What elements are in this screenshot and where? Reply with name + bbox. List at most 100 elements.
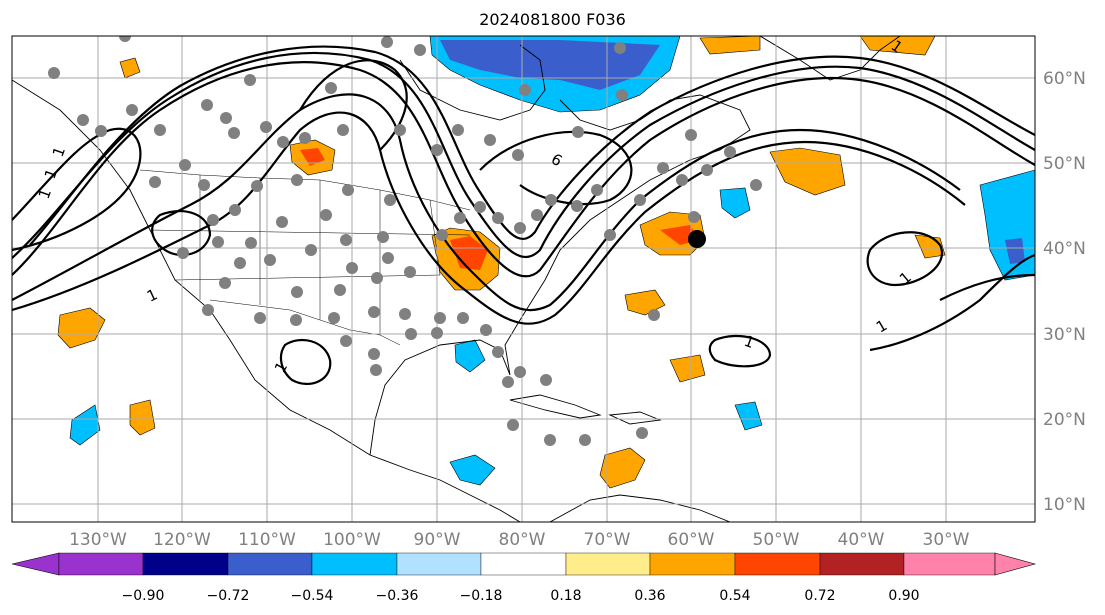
orange-anomaly-ne <box>699 36 761 55</box>
lon-label: 130°W <box>69 530 127 550</box>
colorbar-swatch <box>903 552 996 576</box>
station-dot <box>492 346 504 358</box>
station-dot <box>251 180 263 192</box>
colorbar-tick-label: −0.72 <box>207 588 250 604</box>
lon-label: 60°W <box>668 530 715 550</box>
blue-anomaly-atl-2 <box>734 401 763 431</box>
blue-anomaly-central-am <box>449 454 496 486</box>
station-dot <box>305 244 317 256</box>
station-dot <box>648 309 660 321</box>
lon-label: 30°W <box>923 530 970 550</box>
station-dot <box>540 374 552 386</box>
contour-east <box>869 253 1035 352</box>
contour-low-sw <box>151 210 212 257</box>
orange-anomaly-nw <box>119 57 141 79</box>
station-dot <box>325 82 337 94</box>
colorbar-tick-label: 0.36 <box>634 588 665 604</box>
station-dot <box>219 277 231 289</box>
station-dot <box>328 312 340 324</box>
station-dot <box>254 312 266 324</box>
station-dot <box>579 434 591 446</box>
station-dot <box>544 434 556 446</box>
map-title: 2024081800 F036 <box>479 10 626 29</box>
station-dot <box>519 84 531 96</box>
station-dot <box>276 216 288 228</box>
station-dot <box>474 201 486 213</box>
station-dot <box>342 184 354 196</box>
station-dot <box>291 286 303 298</box>
colorbar-swatch <box>142 552 229 576</box>
lon-label: 50°W <box>753 530 800 550</box>
lat-label: 40°N <box>1043 239 1086 259</box>
colorbar-extend-min <box>11 552 60 576</box>
colorbar-tick-label: 0.18 <box>550 588 581 604</box>
lon-label: 120°W <box>153 530 211 550</box>
colorbar-ticks: −0.90 −0.72 −0.54 −0.36 −0.18 0.18 0.36 … <box>122 588 920 604</box>
colorbar-swatches <box>11 552 1037 576</box>
station-dot <box>431 327 443 339</box>
lat-label: 50°N <box>1043 154 1086 174</box>
orange-anomaly-pacific <box>57 307 106 349</box>
station-dot <box>260 121 272 133</box>
colorbar-tick-label: 0.90 <box>888 588 919 604</box>
lon-label: 110°W <box>238 530 296 550</box>
station-dot <box>212 236 224 248</box>
lat-label: 30°N <box>1043 325 1086 345</box>
station-dot <box>452 124 464 136</box>
station-dot <box>229 204 241 216</box>
colorbar-tick-label: −0.54 <box>291 588 334 604</box>
station-dot <box>657 162 669 174</box>
colorbar-swatch <box>819 552 905 576</box>
colorbar-swatch <box>227 552 313 576</box>
lon-axis-labels: 130°W 120°W 110°W 100°W 90°W 80°W 70°W 6… <box>69 530 970 550</box>
orange-anomaly-pac-2 <box>129 399 156 436</box>
darkblue-anomaly-east-atl <box>1005 238 1025 264</box>
station-dot <box>571 200 583 212</box>
colorbar-swatch <box>480 552 567 576</box>
station-dot <box>436 229 448 241</box>
lat-axis-labels: 60°N 50°N 40°N 30°N 20°N 10°N <box>1043 69 1086 515</box>
greenland <box>759 36 901 81</box>
contours <box>12 45 1035 385</box>
station-dot <box>340 234 352 246</box>
hudson-bay <box>399 44 546 121</box>
station-dot <box>431 144 443 156</box>
cuba <box>509 394 602 419</box>
contour-jet-4 <box>12 93 961 312</box>
state-borders <box>139 169 471 346</box>
station-dot <box>202 304 214 316</box>
contour-low-atl <box>708 335 772 368</box>
station-dot <box>234 257 246 269</box>
station-dot <box>701 164 713 176</box>
station-dot <box>484 134 496 146</box>
station-dot <box>454 212 466 224</box>
map-frame <box>11 35 1036 523</box>
station-dot <box>502 376 514 388</box>
station-dot <box>179 159 191 171</box>
colorbar-tick-label: 0.72 <box>804 588 835 604</box>
lon-label: 80°W <box>499 530 546 550</box>
colorbar-swatch <box>649 552 736 576</box>
highlight-marker <box>688 230 706 248</box>
lon-label: 90°W <box>414 530 461 550</box>
station-dot <box>340 335 352 347</box>
lon-label: 100°W <box>323 530 381 550</box>
station-dot <box>220 112 232 124</box>
station-dot <box>320 209 332 221</box>
pink-anomaly-ne <box>859 36 936 56</box>
station-dot <box>264 254 276 266</box>
station-dot <box>277 136 289 148</box>
colorbar-tick-label: −0.36 <box>376 588 419 604</box>
station-dot <box>337 124 349 136</box>
station-dot <box>48 67 60 79</box>
station-dot <box>154 124 166 136</box>
station-dot <box>177 247 189 259</box>
station-dot <box>434 312 446 324</box>
lat-label: 60°N <box>1043 69 1086 89</box>
station-dots <box>48 36 762 446</box>
station-dot <box>457 312 469 324</box>
station-dot <box>77 114 89 126</box>
lon-label: 40°W <box>838 530 885 550</box>
station-dot <box>724 146 736 158</box>
coastlines <box>12 36 901 522</box>
